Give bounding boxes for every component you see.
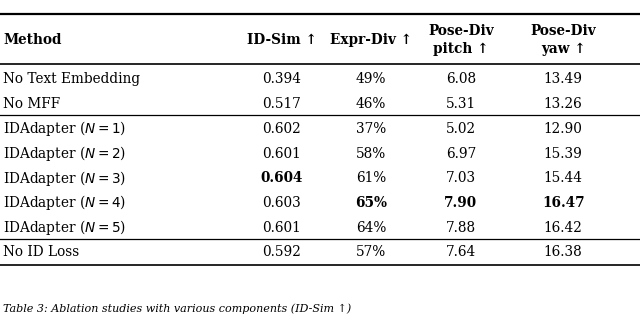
Text: 65%: 65% [355, 196, 387, 210]
Text: 0.592: 0.592 [262, 246, 301, 259]
Text: 0.603: 0.603 [262, 196, 301, 210]
Text: 16.47: 16.47 [542, 196, 584, 210]
Text: 7.64: 7.64 [445, 246, 476, 259]
Text: 57%: 57% [356, 246, 387, 259]
Text: 0.602: 0.602 [262, 122, 301, 136]
Text: 0.601: 0.601 [262, 147, 301, 160]
Text: 0.604: 0.604 [260, 171, 303, 185]
Text: 5.02: 5.02 [445, 122, 476, 136]
Text: Pose-Div
yaw ↑: Pose-Div yaw ↑ [531, 24, 596, 56]
Text: 46%: 46% [356, 97, 387, 111]
Text: 7.03: 7.03 [445, 171, 476, 185]
Text: Expr-Div ↑: Expr-Div ↑ [330, 33, 412, 47]
Text: 58%: 58% [356, 147, 387, 160]
Text: No Text Embedding: No Text Embedding [3, 73, 140, 86]
Text: ID-Sim ↑: ID-Sim ↑ [246, 33, 317, 47]
Text: No MFF: No MFF [3, 97, 60, 111]
Text: 6.97: 6.97 [445, 147, 476, 160]
Text: 37%: 37% [356, 122, 387, 136]
Text: Pose-Div
pitch ↑: Pose-Div pitch ↑ [428, 24, 493, 56]
Text: 16.38: 16.38 [544, 246, 582, 259]
Text: 0.394: 0.394 [262, 73, 301, 86]
Text: 49%: 49% [356, 73, 387, 86]
Text: 0.601: 0.601 [262, 221, 301, 235]
Text: 15.44: 15.44 [544, 171, 582, 185]
Text: 7.88: 7.88 [445, 221, 476, 235]
Text: 6.08: 6.08 [445, 73, 476, 86]
Text: 7.90: 7.90 [444, 196, 477, 210]
Text: 0.517: 0.517 [262, 97, 301, 111]
Text: 64%: 64% [356, 221, 387, 235]
Text: IDAdapter ($N = 3$): IDAdapter ($N = 3$) [3, 169, 127, 188]
Text: 5.31: 5.31 [445, 97, 476, 111]
Text: 15.39: 15.39 [544, 147, 582, 160]
Text: Method: Method [3, 33, 61, 47]
Text: IDAdapter ($N = 5$): IDAdapter ($N = 5$) [3, 218, 127, 237]
Text: 16.42: 16.42 [544, 221, 582, 235]
Text: Table 3: Ablation studies with various components (ID-Sim ↑): Table 3: Ablation studies with various c… [3, 304, 351, 314]
Text: IDAdapter ($N = 4$): IDAdapter ($N = 4$) [3, 194, 127, 213]
Text: No ID Loss: No ID Loss [3, 246, 79, 259]
Text: 13.26: 13.26 [544, 97, 582, 111]
Text: IDAdapter ($N = 1$): IDAdapter ($N = 1$) [3, 119, 127, 138]
Text: IDAdapter ($N = 2$): IDAdapter ($N = 2$) [3, 144, 127, 163]
Text: 13.49: 13.49 [544, 73, 582, 86]
Text: 12.90: 12.90 [544, 122, 582, 136]
Text: 61%: 61% [356, 171, 387, 185]
